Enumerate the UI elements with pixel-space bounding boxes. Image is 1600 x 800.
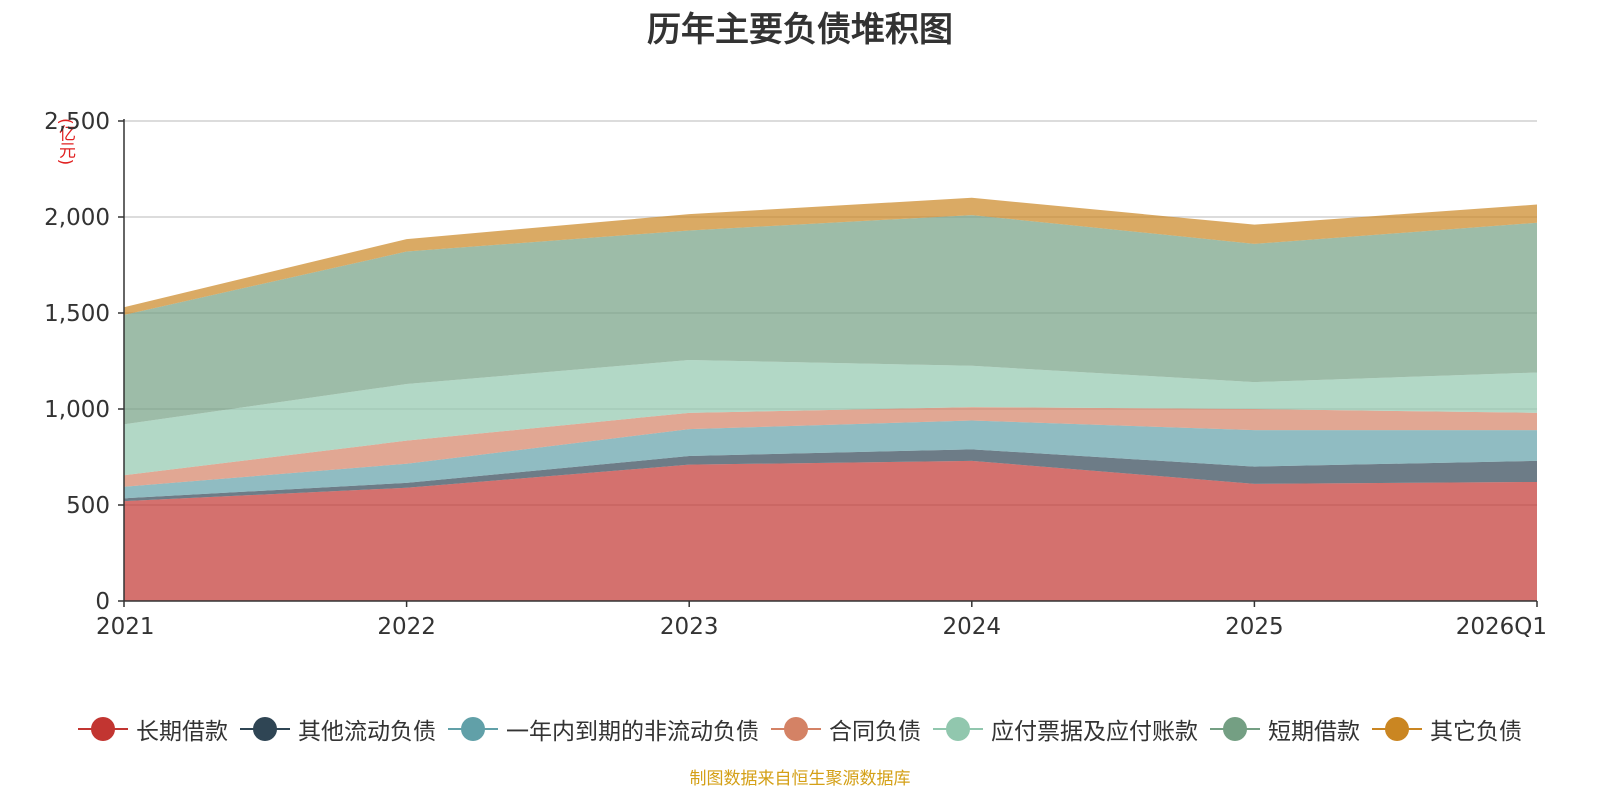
y-axis-unit-label: (亿元) xyxy=(55,118,75,166)
legend-label: 其它负债 xyxy=(1430,719,1522,745)
legend-label: 应付票据及应付账款 xyxy=(991,719,1198,745)
legend-item-4[interactable]: 应付票据及应付账款 xyxy=(933,712,1198,746)
legend-marker-icon xyxy=(448,716,498,742)
legend-marker-icon xyxy=(1210,716,1260,742)
legend-item-6[interactable]: 其它负债 xyxy=(1372,712,1522,746)
x-tick-label: 2022 xyxy=(377,614,436,640)
area-series-4[interactable] xyxy=(124,360,1537,476)
source-note: 制图数据来自恒生聚源数据库 xyxy=(689,769,911,789)
chart-title: 历年主要负债堆积图 xyxy=(647,10,953,50)
area-series-6[interactable] xyxy=(124,197,1537,315)
stacked-area-chart: 0 500 1,000 1,500 2,000 2,500 2021 2022 2023 2024… xyxy=(44,109,1547,640)
legend-label: 一年内到期的非流动负债 xyxy=(506,719,759,745)
legend-label: 短期借款 xyxy=(1268,719,1360,745)
y-tick-label: 0 xyxy=(95,589,110,615)
legend-marker-icon xyxy=(771,716,821,742)
area-series-3[interactable] xyxy=(124,407,1537,487)
y-tick-label: 1,500 xyxy=(44,301,110,327)
area-series-5[interactable] xyxy=(124,215,1537,425)
area-series-1[interactable] xyxy=(124,449,1537,502)
y-tick-label: 1,000 xyxy=(44,397,110,423)
legend-item-0[interactable]: 长期借款 xyxy=(78,712,228,746)
x-tick-label: 2021 xyxy=(96,614,155,640)
legend-label: 其他流动负债 xyxy=(298,719,436,745)
legend-marker-icon xyxy=(933,716,983,742)
legend: 长期借款 其他流动负债 一年内到期的非流动负债 合同负债 应付票据及应付账款 短期借款 其它… xyxy=(0,712,1600,746)
legend-item-1[interactable]: 其他流动负债 xyxy=(240,712,436,746)
x-tick-label: 2024 xyxy=(943,614,1002,640)
x-tick-label: 2025 xyxy=(1225,614,1284,640)
x-tick-label: 2023 xyxy=(660,614,719,640)
y-tick-label: 2,500 xyxy=(44,109,110,135)
y-tick-label: 2,000 xyxy=(44,205,110,231)
legend-label: 长期借款 xyxy=(136,719,228,745)
x-tick-label: 2026Q1 xyxy=(1456,614,1547,640)
area-series-2[interactable] xyxy=(124,420,1537,499)
area-series-0[interactable] xyxy=(124,460,1537,601)
legend-marker-icon xyxy=(240,716,290,742)
legend-marker-icon xyxy=(78,716,128,742)
legend-item-2[interactable]: 一年内到期的非流动负债 xyxy=(448,712,759,746)
axes: 0 500 1,000 1,500 2,000 2,500 2021 2022 2023 2024… xyxy=(44,109,1547,640)
legend-marker-icon xyxy=(1372,716,1422,742)
legend-item-5[interactable]: 短期借款 xyxy=(1210,712,1360,746)
legend-label: 合同负债 xyxy=(829,719,921,745)
y-tick-label: 500 xyxy=(66,493,110,519)
area-series xyxy=(124,197,1537,601)
legend-item-3[interactable]: 合同负债 xyxy=(771,712,921,746)
